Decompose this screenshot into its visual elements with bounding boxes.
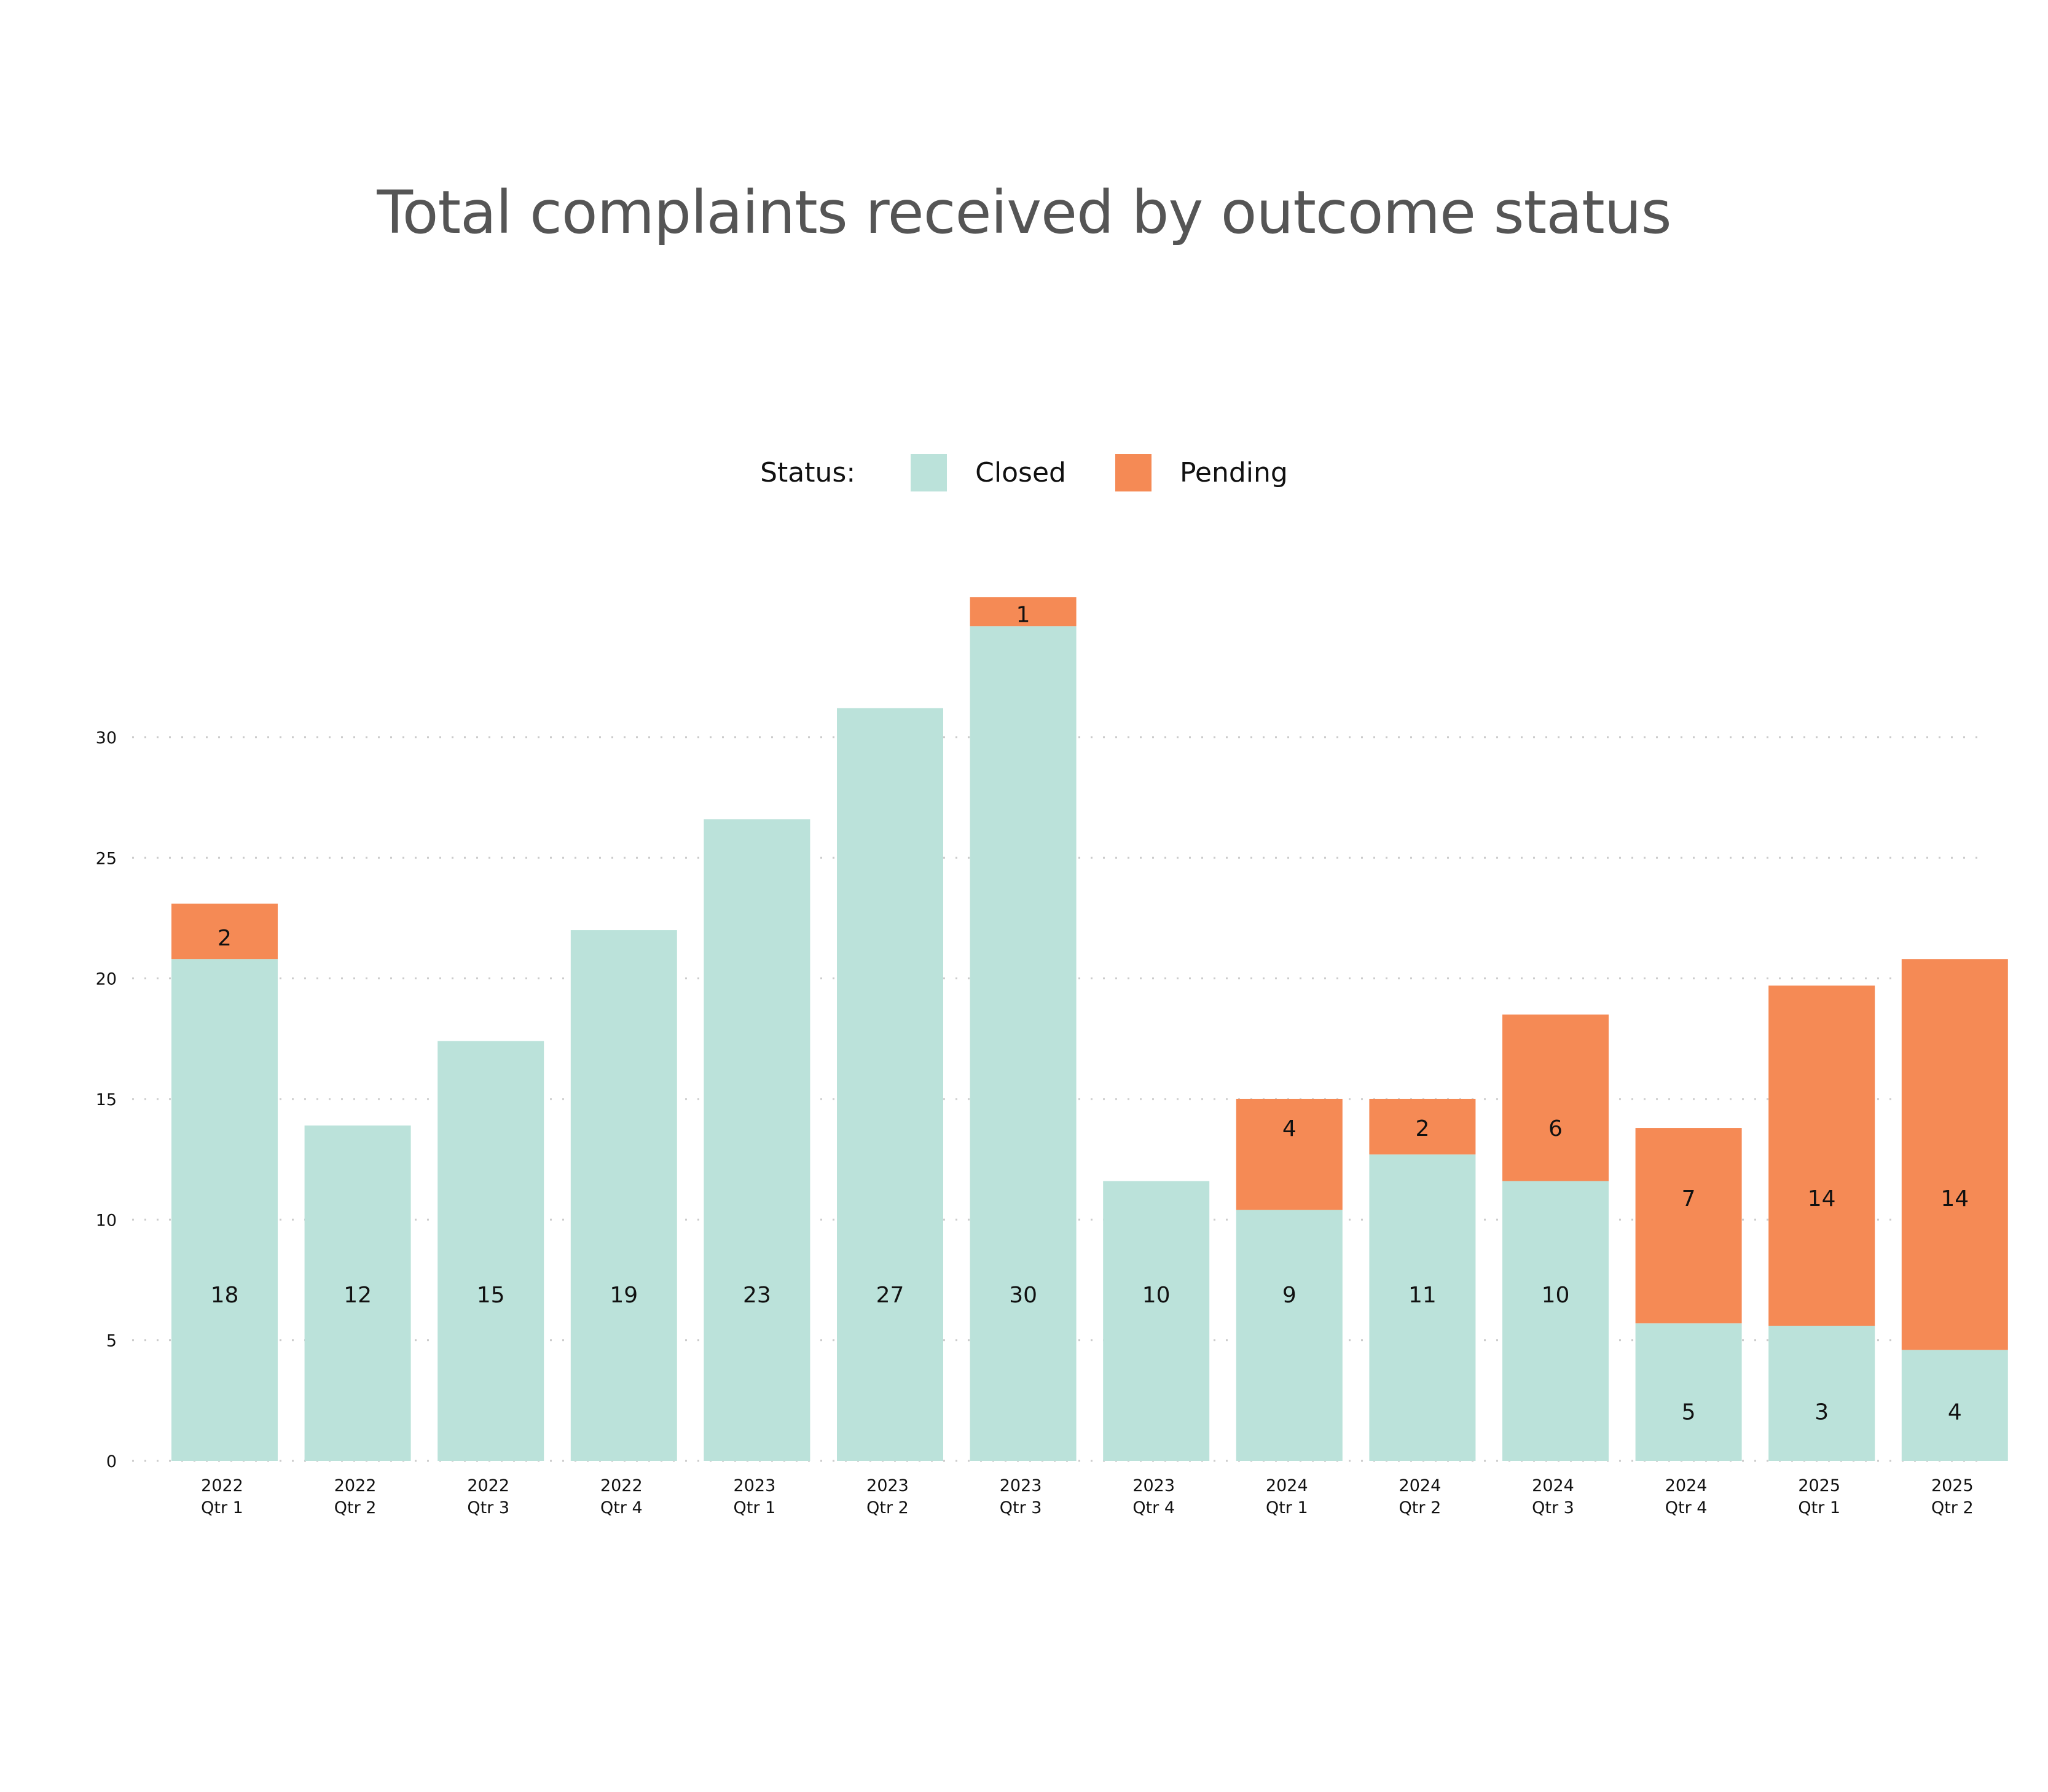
x-tick-year: 2022 [467, 1476, 509, 1495]
x-tick-quarter: Qtr 3 [1532, 1498, 1574, 1517]
x-tick-quarter: Qtr 4 [600, 1498, 643, 1517]
x-tick-quarter: Qtr 1 [734, 1498, 776, 1517]
bar-closed[interactable] [837, 708, 943, 1461]
bar-closed[interactable] [704, 819, 810, 1461]
data-label-closed: 9 [1282, 1283, 1297, 1308]
y-tick-label: 20 [96, 970, 117, 989]
x-tick-year: 2023 [734, 1476, 776, 1495]
bar-pending[interactable] [1236, 1098, 1343, 1210]
data-label-closed: 4 [1948, 1399, 1962, 1425]
x-tick-quarter: Qtr 4 [1665, 1498, 1708, 1517]
bar-closed[interactable] [570, 930, 677, 1461]
x-tick-year: 2024 [1532, 1476, 1574, 1495]
x-tick-quarter: Qtr 2 [866, 1498, 909, 1517]
x-tick-quarter: Qtr 2 [1399, 1498, 1442, 1517]
data-label-pending: 2 [1415, 1116, 1429, 1141]
bar-closed[interactable] [1768, 1326, 1875, 1461]
y-tick-label: 5 [106, 1332, 117, 1351]
data-label-closed: 10 [1142, 1283, 1171, 1308]
y-tick-label: 30 [96, 729, 117, 748]
y-tick-label: 10 [96, 1211, 117, 1230]
x-tick-quarter: Qtr 2 [334, 1498, 377, 1517]
bar-pending[interactable] [171, 903, 278, 960]
x-tick-year: 2025 [1931, 1476, 1974, 1495]
y-tick-label: 15 [96, 1090, 117, 1109]
bar-pending[interactable] [1901, 959, 2008, 1350]
legend: Status: Closed Pending [0, 453, 2048, 491]
bar-pending[interactable] [1635, 1128, 1742, 1324]
bars [171, 597, 2008, 1461]
y-tick-label: 25 [96, 849, 117, 868]
x-tick-year: 2024 [1399, 1476, 1442, 1495]
x-tick-year: 2022 [600, 1476, 643, 1495]
x-tick-year: 2022 [201, 1476, 243, 1495]
legend-swatch-pending [1115, 453, 1152, 491]
bar-pending[interactable] [970, 597, 1077, 627]
legend-swatch-closed [911, 453, 947, 491]
bar-closed[interactable] [304, 1125, 411, 1461]
x-tick-year: 2023 [1000, 1476, 1042, 1495]
bar-closed[interactable] [970, 626, 1077, 1461]
x-tick-year: 2024 [1266, 1476, 1308, 1495]
data-label-closed: 15 [477, 1283, 505, 1308]
data-label-pending: 1 [1016, 603, 1030, 628]
x-tick-year: 2025 [1798, 1476, 1840, 1495]
bar-closed[interactable] [1236, 1210, 1343, 1461]
legend-item-pending[interactable]: Pending [1115, 453, 1288, 491]
x-tick-year: 2023 [1132, 1476, 1175, 1495]
data-label-pending: 6 [1548, 1116, 1563, 1141]
x-tick-quarter: Qtr 3 [467, 1498, 509, 1517]
data-label-closed: 12 [343, 1283, 372, 1308]
data-labels: 18 2 12 15 19 23 27 30 1 10 9 4 11 2 10 6 5 7 3 14 4 14 [211, 603, 1969, 1425]
data-label-pending: 14 [1940, 1186, 1969, 1211]
legend-text-pending: Pending [1179, 456, 1288, 488]
bar-pending[interactable] [1768, 985, 1875, 1326]
x-tick-year: 2023 [866, 1476, 909, 1495]
data-label-closed: 18 [211, 1283, 239, 1308]
chart-title: Total complaints received by outcome sta… [377, 178, 1671, 247]
x-tick-quarter: Qtr 1 [1266, 1498, 1308, 1517]
legend-title: Status: [760, 456, 856, 488]
data-label-closed: 11 [1408, 1283, 1437, 1308]
bar-closed[interactable] [1901, 1350, 2008, 1461]
data-label-closed: 3 [1815, 1399, 1829, 1425]
bar-pending[interactable] [1502, 1014, 1609, 1181]
bar-closed[interactable] [171, 959, 278, 1461]
y-tick-label: 0 [106, 1452, 117, 1471]
data-label-closed: 30 [1009, 1283, 1037, 1308]
x-tick-quarter: Qtr 1 [1798, 1498, 1840, 1517]
x-tick-year: 2022 [334, 1476, 377, 1495]
data-label-pending: 14 [1808, 1186, 1836, 1211]
data-label-pending: 4 [1282, 1116, 1297, 1141]
bar-closed[interactable] [1635, 1323, 1742, 1461]
legend-item-closed[interactable]: Closed [911, 453, 1066, 491]
x-tick-quarter: Qtr 1 [201, 1498, 243, 1517]
x-axis-ticks: 2022 Qtr 1 2022 Qtr 2 2022 Qtr 3 2022 Qtr 4 2023… [201, 1476, 1974, 1517]
y-axis-ticks: 0 5 10 15 20 25 30 [96, 729, 117, 1471]
data-label-closed: 23 [743, 1283, 771, 1308]
data-label-pending: 7 [1682, 1186, 1696, 1211]
data-label-closed: 19 [610, 1283, 638, 1308]
legend-text-closed: Closed [975, 456, 1066, 488]
x-tick-quarter: Qtr 3 [1000, 1498, 1042, 1517]
x-tick-year: 2024 [1665, 1476, 1708, 1495]
bar-closed[interactable] [437, 1041, 544, 1461]
bar-closed[interactable] [1502, 1181, 1609, 1461]
data-label-closed: 27 [876, 1283, 904, 1308]
x-tick-quarter: Qtr 4 [1132, 1498, 1175, 1517]
data-label-closed: 10 [1542, 1283, 1570, 1308]
x-tick-quarter: Qtr 2 [1931, 1498, 1974, 1517]
bar-closed[interactable] [1369, 1154, 1476, 1461]
data-label-pending: 2 [218, 926, 232, 951]
data-label-closed: 5 [1682, 1399, 1696, 1425]
bar-pending[interactable] [1369, 1098, 1476, 1155]
bar-closed[interactable] [1103, 1181, 1210, 1461]
